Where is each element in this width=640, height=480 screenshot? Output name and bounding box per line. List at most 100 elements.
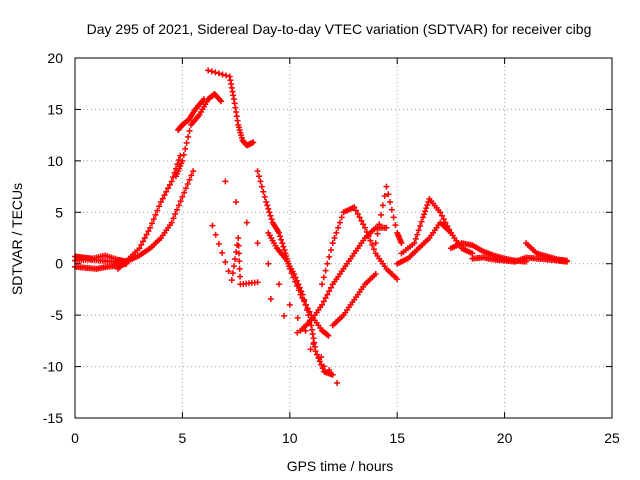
y-tick-label: 0 (55, 256, 63, 272)
data-point (256, 173, 263, 180)
data-point (354, 211, 361, 217)
data-point (370, 246, 377, 253)
data-point (437, 209, 444, 216)
data-point (140, 238, 147, 245)
data-point (381, 193, 388, 199)
y-tick-label: 15 (47, 101, 63, 117)
data-point (388, 206, 395, 213)
data-point (333, 229, 340, 236)
x-axis-label: GPS time / hours (287, 458, 394, 474)
data-point (563, 258, 570, 265)
data-point (440, 216, 447, 223)
y-tick-label: 5 (55, 204, 63, 220)
y-tick-label: 20 (47, 50, 63, 66)
series-high-track (205, 67, 257, 149)
data-point (212, 231, 219, 238)
y-tick-label: -15 (43, 410, 63, 426)
data-point (326, 253, 333, 260)
data-point (369, 241, 376, 248)
data-point (335, 224, 342, 231)
data-point (302, 327, 309, 334)
data-point (179, 193, 186, 200)
x-tick-label: 20 (497, 430, 513, 446)
data-point (254, 168, 261, 175)
data-point (209, 222, 216, 229)
data-point (307, 346, 314, 353)
series-late-2 (394, 219, 476, 267)
chart-title: Day 295 of 2021, Sidereal Day-to-day VTE… (87, 21, 592, 37)
data-point (163, 188, 170, 195)
data-point (166, 181, 173, 188)
data-point (411, 240, 418, 247)
data-point (378, 211, 385, 218)
data-point (212, 69, 219, 76)
series-late-1 (398, 195, 454, 257)
data-point (319, 281, 326, 288)
data-point (150, 216, 157, 223)
series-evening-arc (319, 204, 401, 288)
data-point (320, 298, 327, 305)
data-point (312, 348, 319, 355)
data-point (286, 301, 293, 308)
data-point (324, 291, 331, 298)
data-point (296, 284, 303, 291)
x-tick-label: 15 (389, 430, 405, 446)
series-morning-rise-2 (125, 168, 197, 264)
data-point (324, 260, 331, 267)
data-point (264, 202, 271, 209)
data-point (336, 219, 343, 226)
data-point (188, 172, 195, 179)
data-point (243, 219, 250, 226)
data-point (322, 295, 329, 301)
series-evening-arc-2 (329, 271, 379, 329)
data-point (325, 332, 332, 339)
data-point (267, 296, 274, 303)
data-point (353, 207, 360, 214)
data-point (215, 240, 222, 247)
data-point (331, 235, 338, 241)
y-tick-label: -10 (43, 359, 63, 375)
data-point (175, 157, 182, 163)
data-point (379, 202, 386, 209)
series-decline (254, 168, 332, 339)
data-point (327, 247, 334, 253)
data-point (394, 276, 401, 283)
data-point (442, 219, 449, 226)
x-tick-label: 0 (71, 430, 79, 446)
data-point (180, 151, 187, 158)
data-point (235, 242, 242, 249)
data-point (351, 204, 358, 211)
data-point (415, 227, 422, 234)
series-morning-rise (114, 152, 184, 272)
data-point (360, 221, 367, 228)
data-point (254, 240, 261, 247)
data-point (141, 235, 148, 241)
data-point (327, 284, 334, 291)
data-point (356, 214, 363, 221)
data-point (374, 230, 381, 237)
data-point (182, 185, 189, 192)
series-peak-track (172, 91, 225, 180)
data-point (392, 222, 399, 229)
data-point (320, 363, 327, 370)
data-point (424, 202, 431, 209)
data-point (314, 351, 321, 358)
data-point (301, 296, 308, 303)
y-axis-label: SDTVAR / TECUs (9, 183, 25, 295)
data-point (235, 235, 242, 241)
data-point (219, 71, 226, 78)
grid-lines (75, 58, 612, 418)
data-point (365, 233, 372, 240)
data-point (423, 205, 430, 212)
data-point (184, 181, 191, 187)
data-point (157, 199, 164, 205)
data-point (302, 301, 309, 308)
data-point (363, 229, 370, 235)
data-point (422, 208, 429, 215)
data-point (326, 288, 333, 295)
data-point (398, 240, 405, 247)
data-point (261, 193, 268, 200)
series-isolated (209, 178, 341, 387)
data-point (222, 178, 229, 185)
